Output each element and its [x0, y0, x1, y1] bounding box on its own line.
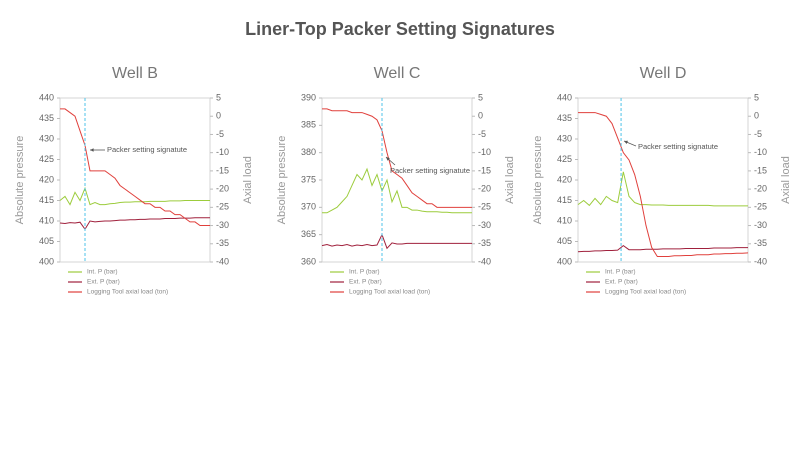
y2-tick-label: 0 [216, 111, 221, 121]
y2-tick-label: 5 [754, 92, 759, 102]
panel-title: Well B [112, 65, 158, 82]
y-tick-label: 390 [301, 92, 316, 102]
series-line [577, 244, 748, 253]
y2-tick-label: -15 [754, 165, 767, 175]
y-tick-label: 420 [557, 174, 572, 184]
plot-frame [321, 97, 473, 263]
series-line [60, 108, 210, 227]
y-tick-label: 410 [557, 215, 572, 225]
y-axis-label: Absolute pressure [532, 136, 544, 225]
annotation-arrowhead [90, 148, 94, 152]
y-tick-label: 410 [39, 215, 54, 225]
y-tick-label: 400 [557, 256, 572, 266]
series-line [59, 217, 210, 231]
y2-tick-label: -25 [478, 202, 491, 212]
y-axis-label: Absolute pressure [276, 136, 288, 225]
annotation: Packer setting signatute [390, 166, 470, 175]
y-tick-label: 440 [557, 92, 572, 102]
y-tick-label: 360 [301, 256, 316, 266]
series-line [322, 108, 472, 208]
plot-frame [577, 97, 749, 263]
y-tick-label: 375 [301, 174, 316, 184]
y-tick-label: 430 [557, 133, 572, 143]
y2-tick-label: -25 [754, 202, 767, 212]
y2-tick-label: 0 [478, 111, 483, 121]
y2-tick-label: -15 [216, 165, 229, 175]
legend-label: Ext. P (bar) [605, 279, 638, 286]
y-tick-label: 415 [39, 195, 54, 205]
y2-tick-label: -40 [478, 256, 491, 266]
y2-tick-label: -5 [754, 129, 762, 139]
y-tick-label: 420 [39, 174, 54, 184]
y-tick-label: 385 [301, 120, 316, 130]
y2-tick-label: -10 [216, 147, 229, 157]
y-tick-label: 440 [39, 92, 54, 102]
legend-label: Int. P (bar) [349, 269, 380, 276]
y-tick-label: 435 [557, 113, 572, 123]
y2-axis-label: Axial load [504, 156, 516, 204]
y-tick-label: 430 [39, 133, 54, 143]
y2-tick-label: -35 [754, 238, 767, 248]
legend-label: Ext. P (bar) [87, 279, 120, 286]
legend-label: Ext. P (bar) [349, 279, 382, 286]
annotation: Packer setting signatute [107, 145, 187, 154]
y-tick-label: 365 [301, 229, 316, 239]
y2-tick-label: -20 [478, 183, 491, 193]
y-tick-label: 405 [557, 236, 572, 246]
y-tick-label: 370 [301, 202, 316, 212]
legend-label: Logging Tool axial load (ton) [87, 289, 168, 296]
y2-tick-label: 5 [216, 92, 221, 102]
y-tick-label: 435 [39, 113, 54, 123]
y2-tick-label: -5 [478, 129, 486, 139]
page-title: Liner-Top Packer Setting Signatures [245, 19, 555, 39]
legend-label: Logging Tool axial load (ton) [349, 289, 430, 296]
y2-tick-label: -35 [478, 238, 491, 248]
y2-tick-label: -10 [478, 147, 491, 157]
y2-tick-label: -25 [216, 202, 229, 212]
y-tick-label: 405 [39, 236, 54, 246]
y2-tick-label: -30 [754, 220, 767, 230]
y2-tick-label: -15 [478, 165, 491, 175]
annotation-arrowhead [624, 140, 628, 144]
annotation: Packer setting signatute [638, 142, 718, 151]
y2-tick-label: -10 [754, 147, 767, 157]
y2-tick-label: 5 [478, 92, 483, 102]
y-tick-label: 425 [39, 154, 54, 164]
legend-label: Logging Tool axial load (ton) [605, 289, 686, 296]
legend-label: Int. P (bar) [87, 269, 118, 276]
y2-tick-label: -35 [216, 238, 229, 248]
y2-tick-label: -30 [216, 220, 229, 230]
y2-tick-label: -20 [216, 183, 229, 193]
y2-axis-label: Axial load [242, 156, 254, 204]
series-line [578, 112, 749, 258]
y2-tick-label: -40 [754, 256, 767, 266]
y-tick-label: 425 [557, 154, 572, 164]
y2-axis-label: Axial load [780, 156, 792, 204]
y2-tick-label: -20 [754, 183, 767, 193]
panel-title: Well C [374, 65, 421, 82]
series-line [321, 233, 472, 250]
y2-tick-label: -30 [478, 220, 491, 230]
y2-tick-label: 0 [754, 111, 759, 121]
panel-title: Well D [640, 65, 687, 82]
y2-tick-label: -5 [216, 129, 224, 139]
y-axis-label: Absolute pressure [14, 136, 26, 225]
y-tick-label: 380 [301, 147, 316, 157]
y-tick-label: 400 [39, 256, 54, 266]
y-tick-label: 415 [557, 195, 572, 205]
legend-label: Int. P (bar) [605, 269, 636, 276]
plot-frame [59, 97, 211, 263]
series-line [322, 167, 472, 214]
y2-tick-label: -40 [216, 256, 229, 266]
series-line [577, 171, 748, 207]
annotation-arrowhead [386, 157, 390, 161]
